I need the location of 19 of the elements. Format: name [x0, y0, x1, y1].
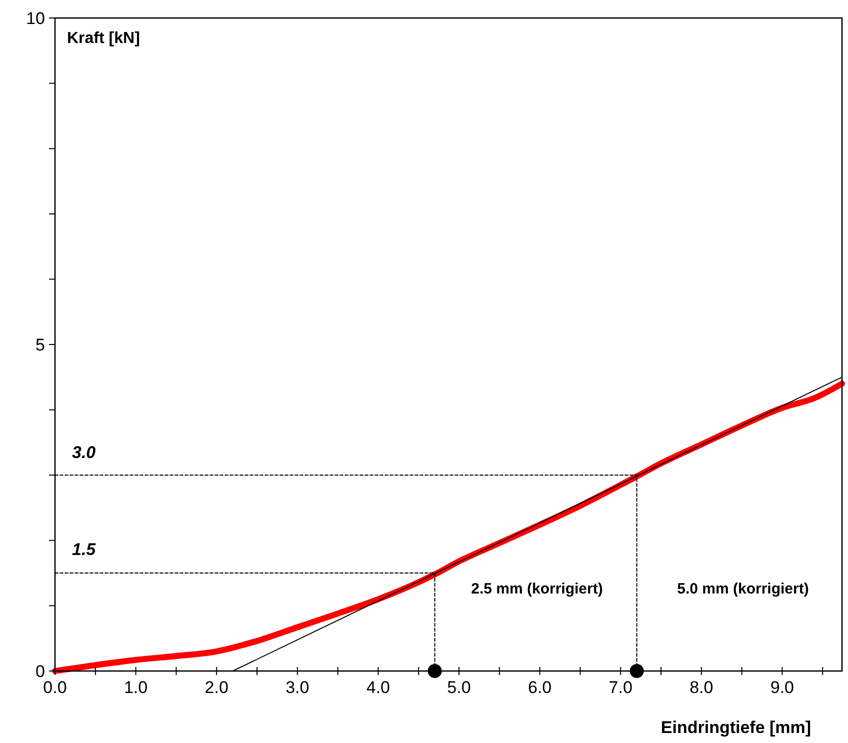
- x-tick-label: 1.0: [124, 678, 148, 697]
- y-axis-title: Kraft [kN]: [67, 30, 140, 47]
- annotation: 1.5: [72, 540, 96, 559]
- x-tick-label: 4.0: [366, 678, 390, 697]
- y-tick-label: 0: [36, 662, 45, 681]
- annotation: 3.0: [72, 442, 96, 462]
- annotation: 5.0 mm (korrigiert): [677, 580, 809, 598]
- x-tick-label: 8.0: [690, 678, 714, 697]
- x-tick-label: 6.0: [528, 678, 552, 697]
- y-tick-label: 10: [26, 8, 45, 28]
- x-tick-label: 5.0: [447, 678, 471, 697]
- x-tick-label: 2.0: [204, 678, 228, 697]
- x-tick-label: 3.0: [286, 678, 310, 697]
- x-tick-label: 7.0: [608, 678, 632, 697]
- x-axis-title: Eindringtiefe [mm]: [660, 718, 812, 737]
- x-tick-label: 0.0: [43, 678, 67, 697]
- y-tick-label: 5: [36, 335, 45, 354]
- annotation: 2.5 mm (korrigiert): [471, 580, 603, 598]
- x-tick-label: 9.0: [770, 678, 794, 697]
